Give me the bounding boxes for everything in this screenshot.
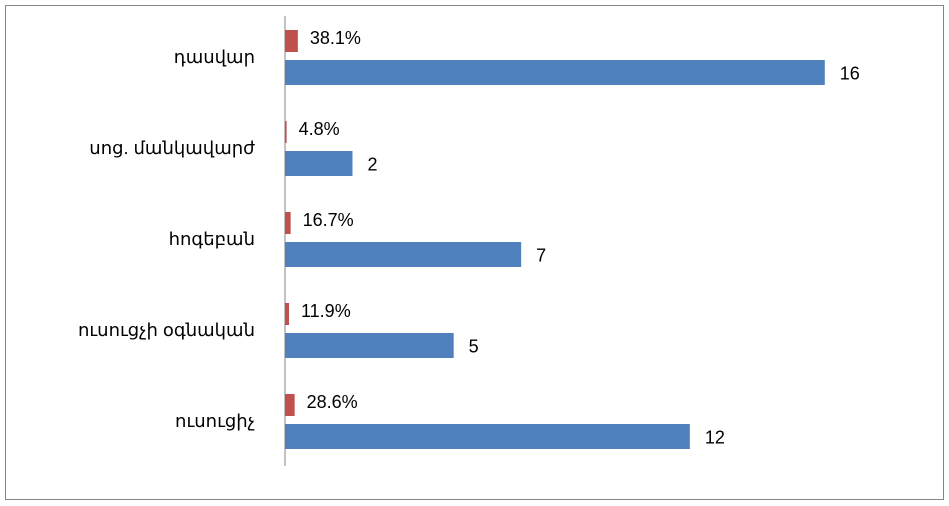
bar xyxy=(285,242,522,267)
data-label: 7 xyxy=(536,245,546,265)
bar xyxy=(285,60,825,85)
bar xyxy=(285,121,287,143)
bar xyxy=(285,303,290,325)
bar xyxy=(285,151,353,176)
category-label: ուսուցչի օգնական xyxy=(78,320,255,340)
bar xyxy=(285,424,690,449)
data-label: 11.9% xyxy=(301,301,351,321)
data-label: 16.7% xyxy=(303,210,354,230)
data-label: 12 xyxy=(705,427,725,447)
bar xyxy=(285,394,295,416)
data-label: 16 xyxy=(840,63,860,83)
data-label: 38.1% xyxy=(310,28,361,48)
bar xyxy=(285,212,291,234)
category-label: հոգեբան xyxy=(169,229,255,249)
category-label: սոց. մանկավարժ xyxy=(89,138,255,158)
data-label: 4.8% xyxy=(299,119,340,139)
data-label: 28.6% xyxy=(307,392,358,412)
category-label: դասվար xyxy=(174,47,255,67)
data-label: 5 xyxy=(469,336,479,356)
category-label: ուսուցիչ xyxy=(175,411,255,431)
bar xyxy=(285,30,298,52)
data-label: 2 xyxy=(367,154,377,174)
bar xyxy=(285,333,454,358)
